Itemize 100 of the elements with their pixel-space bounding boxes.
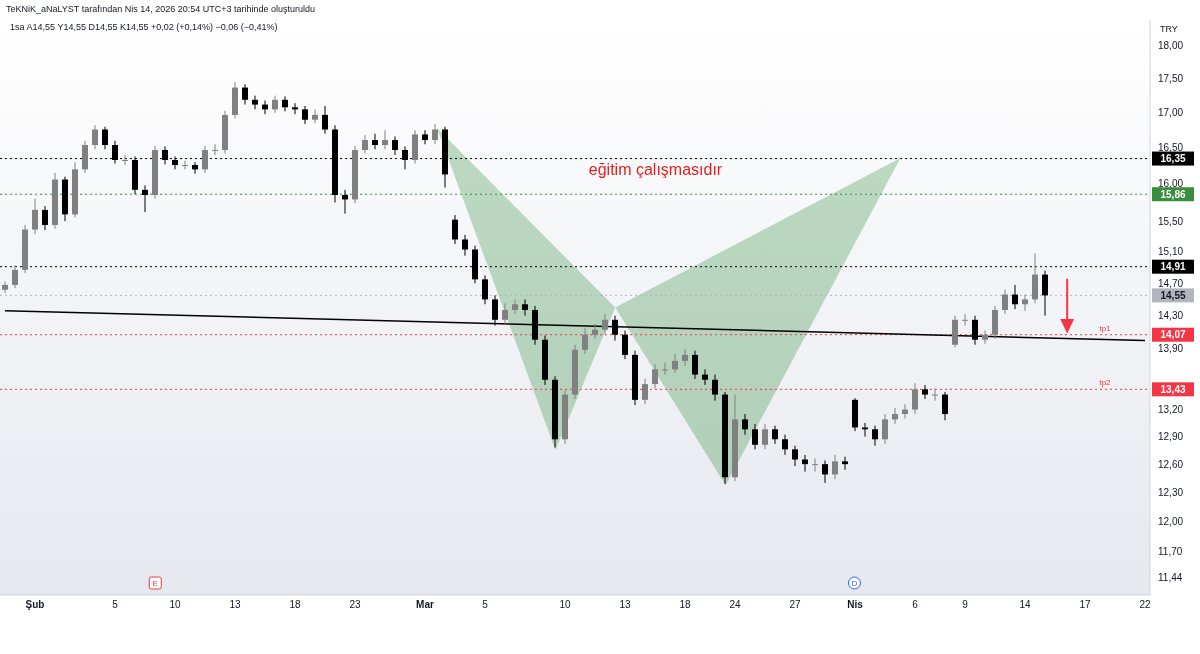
- x-tick-label: 14: [1019, 599, 1031, 610]
- text: TRY: [1160, 24, 1178, 34]
- candlestick: [982, 330, 988, 345]
- candlestick: [932, 387, 938, 402]
- candlestick: [382, 129, 388, 150]
- candlestick: [712, 374, 718, 402]
- candlestick: [512, 298, 518, 315]
- candlestick: [652, 363, 658, 389]
- candlestick: [102, 126, 108, 150]
- x-tick-label: 13: [619, 599, 631, 610]
- x-tick-label: 22: [1139, 599, 1151, 610]
- candlestick: [1022, 294, 1028, 312]
- x-tick-label: 5: [482, 599, 489, 610]
- x-tick-label: 18: [679, 599, 691, 610]
- x-tick-label: Nis: [847, 599, 864, 610]
- annotation: tp2: [1099, 378, 1112, 388]
- candlestick: [312, 108, 318, 124]
- y-tick-label: 12,30: [1158, 486, 1184, 498]
- ref-line-label: 14,07: [1160, 329, 1186, 341]
- ref-line-label: 14,91: [1160, 261, 1186, 273]
- ref-line-label: 14,55: [1160, 289, 1186, 301]
- candlestick: [42, 205, 48, 231]
- event-icon: E: [148, 576, 162, 590]
- y-tick-label: 11,44: [1158, 571, 1183, 583]
- candlestick: [432, 123, 438, 145]
- annotation: 1sa A14,55 Y14,55 D14,55 K14,55 +0,02 (+0,14%) −0,06 (−0,41%): [10, 22, 278, 32]
- candlestick: [202, 145, 208, 174]
- candlestick: [32, 198, 38, 235]
- candlestick: [912, 382, 918, 415]
- candlestick: [272, 95, 278, 114]
- candlestick: [1042, 270, 1048, 317]
- candlestick: [252, 95, 258, 110]
- candlestick: [842, 456, 848, 471]
- candlestick: [1012, 284, 1018, 310]
- candlestick: [1002, 289, 1008, 315]
- candlestick: [922, 384, 928, 400]
- candlestick: [882, 413, 888, 445]
- y-tick-label: 14,70: [1158, 277, 1184, 289]
- x-tick-label: 18: [289, 599, 301, 610]
- candlestick: [392, 136, 398, 156]
- x-tick-label: 24: [729, 599, 741, 610]
- candlestick: [592, 323, 598, 340]
- x-tick-label: 10: [169, 599, 181, 610]
- y-tick-label: 17,50: [1158, 73, 1184, 85]
- candlestick: [822, 459, 828, 484]
- annotation: tp1: [1099, 323, 1112, 333]
- candlestick: [872, 425, 878, 447]
- candlestick: [2, 281, 8, 294]
- y-tick-label: 16,00: [1158, 178, 1184, 190]
- candlestick: [942, 391, 948, 421]
- candlestick: [752, 423, 758, 450]
- x-tick-label: 27: [789, 599, 801, 610]
- candlestick: [692, 350, 698, 380]
- ref-line-label: 16,35: [1160, 153, 1186, 165]
- candlestick: [582, 327, 588, 355]
- y-tick-label: 17,00: [1158, 107, 1184, 119]
- candlestick: [122, 154, 128, 166]
- candlestick: [322, 105, 328, 135]
- y-tick-label: 12,90: [1158, 431, 1184, 443]
- candlestick: [182, 160, 188, 170]
- y-tick-label: 13,90: [1158, 343, 1184, 355]
- x-tick-label: 10: [559, 599, 571, 610]
- candlestick: [892, 407, 898, 425]
- candlestick: [422, 129, 428, 145]
- x-tick-label: 6: [912, 599, 919, 610]
- ref-line-label: 13,43: [1160, 383, 1186, 395]
- x-tick-label: Şub: [25, 599, 45, 610]
- y-tick-label: 13,20: [1158, 404, 1184, 416]
- candlestick: [812, 458, 818, 473]
- y-tick-label: 18,00: [1158, 40, 1184, 52]
- ref-line-label: 15,86: [1160, 188, 1186, 200]
- text: TeKNiK_aNaLYST tarafından Nis 14, 2026 20:54 UTC+3 tarihinde oluşturuldu: [6, 4, 316, 14]
- candlestick: [242, 83, 248, 106]
- candlestick: [12, 264, 18, 289]
- annotation: eğitim çalışmasıdır: [588, 161, 723, 179]
- candlestick: [642, 378, 648, 405]
- candlestick: [782, 434, 788, 456]
- x-tick-label: 17: [1079, 599, 1091, 610]
- y-tick-label: 12,00: [1158, 515, 1184, 527]
- candlestick: [502, 302, 508, 325]
- candlestick: [142, 184, 148, 213]
- y-tick-label: 11,70: [1158, 545, 1183, 557]
- candlestick: [742, 413, 748, 436]
- candlestick: [702, 368, 708, 386]
- x-tick-label: 23: [349, 599, 361, 610]
- candlestick: [522, 298, 528, 317]
- candlestick: [672, 353, 678, 374]
- candlestick: [792, 445, 798, 467]
- candlestick: [482, 274, 488, 305]
- candlestick: [462, 234, 468, 257]
- annotation: D: [851, 578, 858, 588]
- y-tick-label: 12,60: [1158, 458, 1184, 470]
- candlestick: [682, 348, 688, 367]
- candlestick: [962, 313, 968, 327]
- y-tick-label: 15,10: [1158, 246, 1184, 258]
- annotation: E: [152, 578, 158, 588]
- y-tick-label: 14,30: [1158, 310, 1184, 322]
- candlestick: [452, 214, 458, 245]
- x-tick-label: 9: [962, 599, 969, 610]
- candlestick: [92, 124, 98, 150]
